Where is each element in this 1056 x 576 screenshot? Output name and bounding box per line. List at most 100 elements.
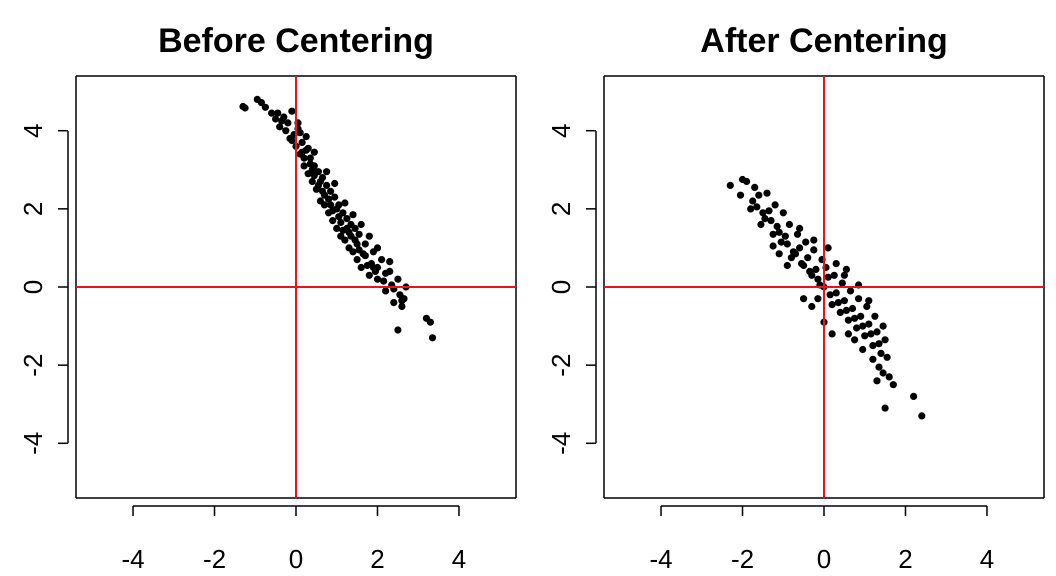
data-point xyxy=(755,191,763,199)
data-point xyxy=(337,218,345,227)
data-point xyxy=(781,232,789,240)
data-point xyxy=(796,244,804,252)
data-point xyxy=(814,275,822,283)
data-point xyxy=(810,246,818,254)
data-point xyxy=(341,236,349,244)
data-point xyxy=(853,324,861,332)
data-point xyxy=(300,154,308,162)
data-point xyxy=(329,217,337,225)
y-tick-label: 4 xyxy=(18,123,48,137)
data-point xyxy=(793,230,802,238)
data-point xyxy=(828,330,836,338)
data-point xyxy=(300,162,308,170)
data-point xyxy=(851,314,859,322)
x-tick-label: 0 xyxy=(817,544,831,574)
data-point xyxy=(373,244,382,252)
data-point xyxy=(747,205,755,213)
x-tick-label: 4 xyxy=(980,544,994,574)
data-point xyxy=(382,269,390,277)
data-point xyxy=(759,209,767,217)
data-point xyxy=(832,289,840,297)
y-tick-label: 2 xyxy=(18,202,48,216)
data-point xyxy=(351,236,359,244)
data-point xyxy=(349,248,357,256)
data-point xyxy=(316,177,324,186)
data-point xyxy=(769,242,777,250)
data-point xyxy=(832,260,840,268)
data-point xyxy=(282,127,290,135)
data-point xyxy=(378,256,386,264)
data-point xyxy=(753,203,761,211)
data-point xyxy=(861,332,869,340)
data-point xyxy=(873,377,881,385)
data-point xyxy=(771,201,779,209)
data-point xyxy=(851,336,859,344)
data-point xyxy=(357,220,365,229)
data-point xyxy=(791,250,800,258)
data-point xyxy=(369,263,377,272)
data-point xyxy=(272,115,280,123)
data-point xyxy=(304,144,312,152)
data-point xyxy=(885,373,893,381)
data-point xyxy=(859,345,867,354)
data-point xyxy=(834,299,842,307)
data-point xyxy=(826,291,834,299)
data-point xyxy=(343,215,351,223)
x-tick-label: 0 xyxy=(289,544,303,574)
data-point xyxy=(830,271,838,279)
data-point xyxy=(855,295,863,303)
data-point xyxy=(763,189,771,197)
data-point xyxy=(288,107,296,115)
data-point xyxy=(869,342,877,350)
data-point xyxy=(836,308,844,316)
data-point xyxy=(840,271,849,279)
x-tick-label: 4 xyxy=(452,544,466,574)
data-point xyxy=(302,133,310,141)
data-point xyxy=(331,179,339,188)
data-point xyxy=(769,230,777,238)
data-point xyxy=(842,306,851,314)
data-point xyxy=(274,109,282,117)
data-point xyxy=(276,123,284,131)
y-tick-label: 4 xyxy=(546,123,576,137)
data-point xyxy=(865,320,873,328)
data-point xyxy=(357,263,365,272)
data-point xyxy=(848,304,857,313)
reference-lines xyxy=(604,76,1044,498)
data-point xyxy=(800,295,808,303)
data-point xyxy=(278,117,286,125)
data-point xyxy=(918,412,926,420)
data-point xyxy=(810,236,818,244)
data-point xyxy=(863,302,871,311)
data-point xyxy=(775,250,783,258)
y-tick-label: -4 xyxy=(18,432,48,455)
data-point xyxy=(320,201,329,209)
data-point xyxy=(844,316,853,324)
x-tick-label: -2 xyxy=(731,544,754,574)
data-point xyxy=(343,224,351,232)
data-point xyxy=(349,211,357,219)
data-point xyxy=(373,275,382,283)
chart-title: Before Centering xyxy=(158,22,434,60)
data-point xyxy=(355,246,363,254)
data-point xyxy=(353,256,361,264)
data-point xyxy=(333,224,341,232)
data-point xyxy=(889,381,897,389)
data-point xyxy=(327,201,335,209)
data-point xyxy=(296,129,304,137)
plot-panel-after: After Centering -4 -2 0 2 4 -4 -2 0 2 4 xyxy=(546,22,1045,574)
y-tick-label: 0 xyxy=(18,280,48,294)
data-point xyxy=(808,271,816,279)
data-point xyxy=(355,230,363,238)
data-point xyxy=(398,297,406,305)
data-point xyxy=(268,109,276,117)
data-point xyxy=(749,197,757,205)
data-point xyxy=(428,334,437,342)
data-point xyxy=(800,261,808,270)
data-point xyxy=(308,177,316,186)
y-tick-label: -2 xyxy=(18,354,48,377)
x-tick-label: 2 xyxy=(898,544,912,574)
y-tick-label: -4 xyxy=(546,432,576,455)
data-point xyxy=(767,217,775,225)
data-point xyxy=(298,138,306,146)
